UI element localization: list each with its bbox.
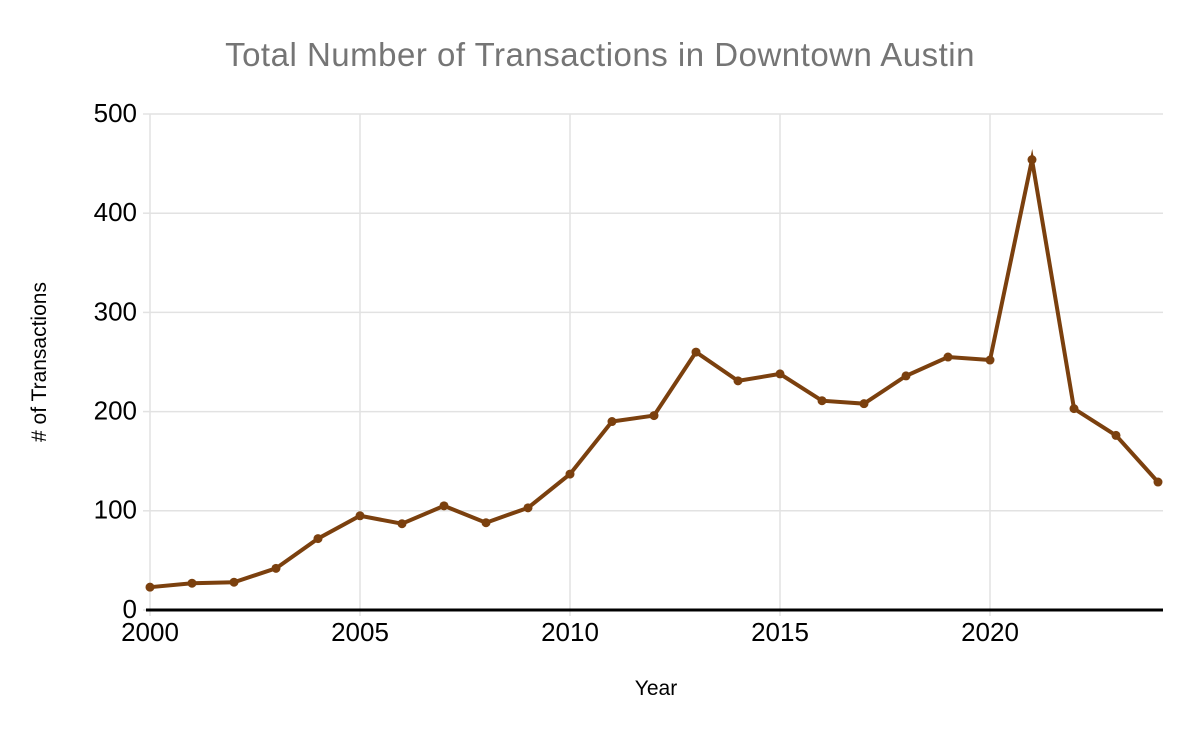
chart-title: Total Number of Transactions in Downtown…	[225, 36, 975, 73]
data-point	[481, 518, 491, 528]
y-axis-title: # of Transactions	[28, 282, 51, 442]
y-tick-label: 200	[94, 395, 137, 425]
y-tick-label: 0	[123, 594, 137, 624]
data-point	[607, 417, 617, 427]
data-point	[649, 411, 659, 421]
data-point	[1153, 477, 1163, 487]
x-axis-title: Year	[634, 677, 678, 700]
data-point	[1069, 404, 1079, 414]
x-tick-label: 2005	[331, 617, 389, 647]
y-tick-label: 400	[94, 197, 137, 227]
data-point	[355, 511, 365, 521]
data-point	[439, 501, 449, 511]
data-point	[901, 371, 911, 381]
y-tick-label: 500	[94, 98, 137, 128]
data-point	[145, 582, 155, 592]
y-tick-label: 100	[94, 495, 137, 525]
x-tick-label: 2015	[751, 617, 809, 647]
data-point	[817, 396, 827, 406]
data-point	[229, 577, 239, 587]
y-tick-label: 300	[94, 296, 137, 326]
trend-line	[149, 148, 1160, 590]
data-point	[523, 503, 533, 513]
data-point	[943, 352, 953, 362]
x-tick-label: 2000	[121, 617, 179, 647]
data-point	[271, 563, 281, 573]
data-point	[985, 355, 995, 365]
x-tick-label: 2010	[541, 617, 599, 647]
data-point	[1027, 155, 1037, 165]
data-point	[565, 469, 575, 479]
data-point	[313, 534, 323, 544]
data-point	[187, 578, 197, 588]
data-point	[859, 399, 869, 409]
data-point	[397, 519, 407, 529]
data-point	[733, 376, 743, 386]
data-point	[691, 347, 701, 357]
data-point	[1111, 430, 1121, 440]
data-point	[775, 369, 785, 379]
x-tick-label: 2020	[961, 617, 1019, 647]
